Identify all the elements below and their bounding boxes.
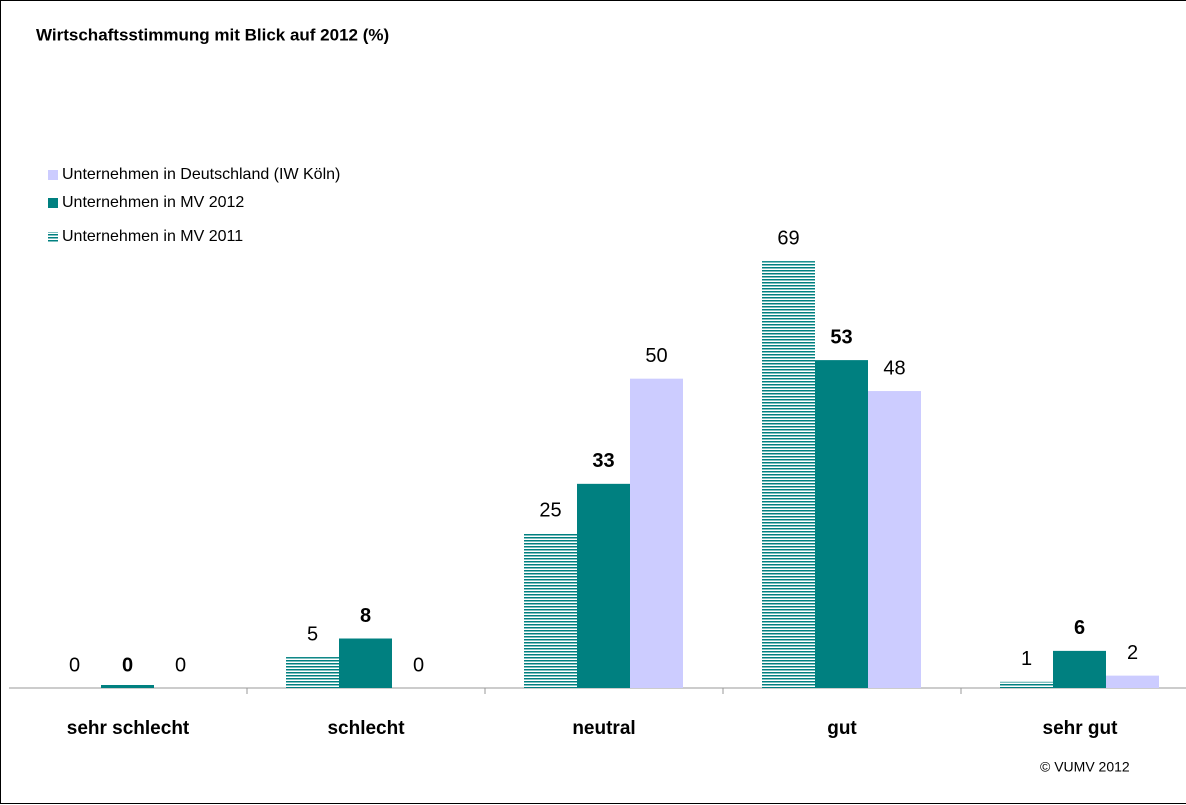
bar xyxy=(577,483,630,688)
x-tick-label: gut xyxy=(827,718,857,739)
data-label: 6 xyxy=(1074,617,1085,639)
data-label: 48 xyxy=(883,357,905,379)
legend-label: Unternehmen in MV 2011 xyxy=(62,228,243,245)
chart-title: Wirtschaftsstimmung mit Blick auf 2012 (… xyxy=(36,25,389,44)
data-label: 50 xyxy=(645,345,667,367)
x-tick-label: neutral xyxy=(572,718,635,739)
data-label: 8 xyxy=(360,605,371,627)
data-label: 5 xyxy=(307,623,318,645)
data-label: 1 xyxy=(1021,648,1032,670)
footer: © VUMV 2012 xyxy=(1040,759,1130,775)
data-label: 53 xyxy=(830,326,852,348)
data-label: 0 xyxy=(175,654,186,676)
x-tick-label: sehr gut xyxy=(1043,718,1119,739)
x-tick-label: sehr schlecht xyxy=(67,718,190,739)
data-label: 33 xyxy=(592,450,614,472)
bar xyxy=(1053,650,1106,688)
bar xyxy=(286,657,339,688)
data-label: 25 xyxy=(539,500,561,522)
data-label: 0 xyxy=(413,654,424,676)
bar xyxy=(524,533,577,688)
bar xyxy=(339,638,392,688)
legend-marker xyxy=(48,198,58,208)
bar xyxy=(1000,681,1053,688)
legend-marker xyxy=(48,232,58,242)
bar xyxy=(1106,675,1159,688)
data-label: 69 xyxy=(777,227,799,249)
bar xyxy=(868,391,921,688)
legend-label: Unternehmen in Deutschland (IW Köln) xyxy=(62,166,340,183)
bar xyxy=(101,685,154,688)
bar xyxy=(762,261,815,688)
legend-marker xyxy=(48,170,58,180)
data-label: 2 xyxy=(1127,642,1138,664)
legend-label: Unternehmen in MV 2012 xyxy=(62,194,244,211)
bar xyxy=(815,360,868,688)
x-tick-label: schlecht xyxy=(327,718,405,739)
data-label: 0 xyxy=(69,654,80,676)
bar xyxy=(630,378,683,688)
data-label: 0 xyxy=(122,654,133,676)
